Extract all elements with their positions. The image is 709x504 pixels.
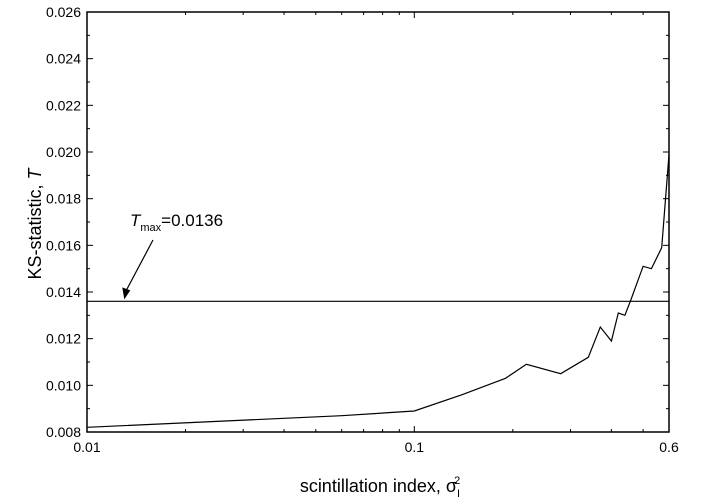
y-axis-symbol: T [25, 166, 45, 179]
y-tick-label: 0.010 [46, 377, 81, 393]
y-tick-label: 0.008 [46, 424, 81, 440]
x-axis-label: scintillation index, σI2 [300, 475, 460, 500]
tmax-symbol: T [130, 211, 142, 230]
x-axis-ticks: 0.01 0.1 0.6 [73, 12, 679, 455]
y-tick-label: 0.022 [46, 97, 81, 113]
ks-statistic-series-line [86, 154, 670, 428]
y-tick-label: 0.012 [46, 331, 81, 347]
x-axis-subscript: I [457, 488, 460, 500]
annotation-layer: Tmax=0.0136 [122, 211, 223, 300]
y-tick-label: 0.024 [46, 51, 81, 67]
y-tick-label: 0.014 [46, 284, 81, 300]
x-axis-superscript: 2 [454, 475, 460, 487]
annotation-arrow-head [122, 287, 131, 300]
y-tick-label: 0.026 [46, 4, 81, 20]
y-tick-label: 0.018 [46, 191, 81, 207]
x-axis-symbol: σ [446, 476, 457, 496]
tmax-value: =0.0136 [161, 211, 223, 230]
y-tick-label: 0.020 [46, 144, 81, 160]
x-tick-label: 0.6 [659, 439, 679, 455]
tmax-subscript: max [140, 222, 161, 234]
x-tick-label: 0.01 [73, 439, 100, 455]
y-axis-ticks: 0.008 0.010 0.012 0.014 0.016 0.018 0.020 0.022… [46, 4, 669, 440]
series-layer [86, 154, 670, 428]
x-tick-label: 0.1 [405, 439, 425, 455]
annotation-arrow-shaft [125, 239, 154, 291]
y-axis-label: KS-statistic, T [25, 166, 45, 279]
y-tick-label: 0.016 [46, 237, 81, 253]
tmax-annotation: Tmax=0.0136 [130, 211, 223, 234]
